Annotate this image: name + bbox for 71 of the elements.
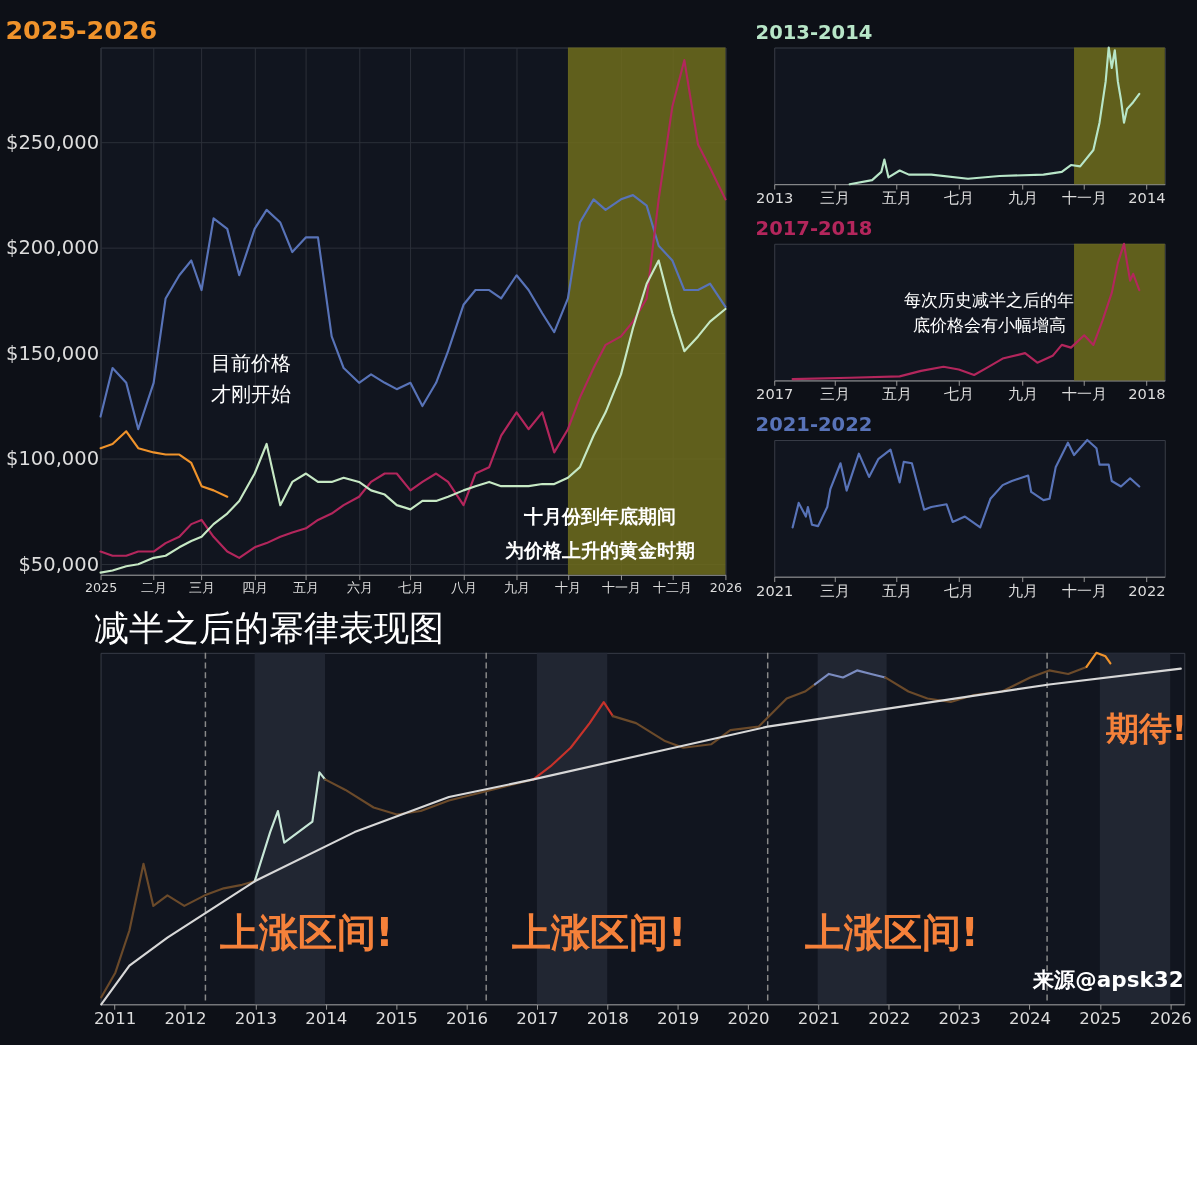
chart-title: 2013-2014 (755, 20, 873, 44)
x-tick-label: 2021 (797, 1009, 840, 1029)
annotation: 才刚开始 (210, 383, 291, 407)
x-tick-label: 十一月 (1062, 385, 1108, 403)
annotation: 底价格会有小幅增高 (912, 315, 1066, 335)
x-tick-label: 三月 (819, 189, 850, 207)
chart-title: 减半之后的幂律表现图 (93, 607, 444, 649)
annotation: 为价格上升的黄金时期 (505, 539, 696, 561)
x-tick-label: 九月 (1007, 385, 1038, 403)
x-tick-label: 五月 (882, 385, 913, 403)
x-tick-label: 七月 (944, 581, 975, 599)
x-tick-label: 十一月 (1062, 189, 1108, 207)
y-tick-label: $250,000 (5, 130, 100, 154)
x-tick-label: 2024 (1008, 1009, 1052, 1029)
x-tick-label: 五月 (882, 581, 913, 599)
x-tick-label: 十一月 (1062, 581, 1108, 599)
annotation: 目前价格 (210, 351, 291, 375)
x-tick-label: 2011 (94, 1009, 137, 1029)
chart-title: 2017-2018 (755, 216, 873, 240)
x-tick-label: 四月 (242, 579, 269, 595)
x-tick-label: 2019 (657, 1009, 700, 1029)
x-tick-label: 2017 (756, 385, 794, 403)
y-tick-label: $150,000 (5, 341, 100, 365)
x-tick-label: 2013 (234, 1009, 277, 1029)
x-tick-label: 九月 (504, 579, 531, 595)
x-tick-label: 五月 (293, 579, 320, 595)
x-tick-label: 三月 (819, 581, 850, 599)
annotation: 期待! (1104, 708, 1187, 748)
x-tick-label: 九月 (1007, 581, 1038, 599)
x-tick-label: 2015 (375, 1009, 418, 1029)
annotation: 十月份到年底期间 (523, 505, 677, 527)
x-tick-label: 九月 (1007, 189, 1038, 207)
annotation: 上涨区间! (804, 909, 979, 955)
x-tick-label: 六月 (346, 579, 373, 595)
chart-title: 2025-2026 (5, 14, 158, 45)
x-tick-label: 2021 (756, 581, 794, 599)
x-tick-label: 七月 (944, 189, 975, 207)
x-tick-label: 七月 (397, 579, 424, 595)
y-tick-label: $200,000 (5, 236, 100, 260)
annotation: 上涨区间! (512, 909, 686, 955)
x-tick-label: 2025 (84, 579, 118, 595)
x-tick-label: 五月 (882, 189, 913, 207)
x-tick-label: 2017 (516, 1009, 559, 1029)
x-tick-label: 2016 (445, 1009, 489, 1029)
annotation: 每次历史减半之后的年 (904, 291, 1075, 311)
chart-title: 2021-2022 (755, 413, 873, 437)
x-tick-label: 2022 (1128, 581, 1166, 599)
x-tick-label: 八月 (450, 579, 477, 595)
x-tick-label: 2012 (164, 1009, 207, 1029)
x-tick-label: 七月 (944, 385, 975, 403)
x-tick-label: 十二月 (653, 579, 693, 595)
x-tick-label: 2013 (756, 189, 794, 207)
x-tick-label: 2022 (868, 1009, 911, 1029)
annotation: 上涨区间! (219, 909, 394, 955)
x-tick-label: 2026 (1149, 1009, 1192, 1029)
x-tick-label: 2018 (586, 1009, 629, 1029)
x-tick-label: 2026 (709, 579, 743, 595)
x-tick-label: 十一月 (601, 579, 641, 595)
x-tick-label: 2023 (938, 1009, 981, 1029)
x-tick-label: 2014 (305, 1009, 348, 1029)
x-tick-label: 二月 (141, 579, 168, 595)
y-tick-label: $50,000 (18, 552, 100, 576)
x-tick-label: 十月 (555, 579, 582, 595)
x-tick-label: 2025 (1079, 1009, 1122, 1029)
y-tick-label: $100,000 (5, 447, 100, 471)
x-tick-label: 三月 (189, 579, 216, 595)
x-tick-label: 三月 (819, 385, 850, 403)
x-tick-label: 2020 (727, 1009, 770, 1029)
annotation: 来源@apsk32 (1032, 966, 1184, 992)
x-tick-label: 2018 (1128, 385, 1166, 403)
x-tick-label: 2014 (1128, 189, 1166, 207)
